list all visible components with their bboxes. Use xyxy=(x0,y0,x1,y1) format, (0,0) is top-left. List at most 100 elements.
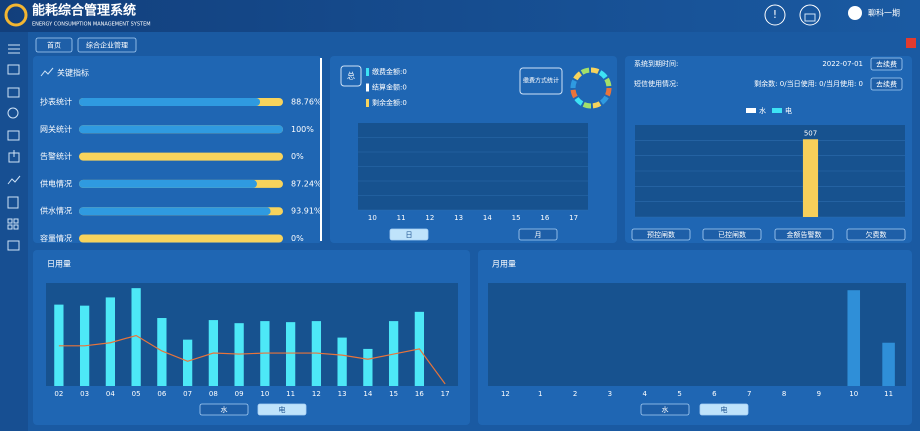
value-label: 93.91% xyxy=(291,207,322,216)
lock-icon[interactable] xyxy=(799,4,821,26)
logo xyxy=(4,3,28,27)
bar xyxy=(105,297,116,386)
button-label[interactable]: 日 xyxy=(406,231,413,239)
x-tick-label: 2 xyxy=(573,390,577,398)
bar xyxy=(363,348,373,386)
user-avatar[interactable] xyxy=(848,6,862,20)
user-name[interactable]: 聊科一期 xyxy=(868,8,900,18)
x-tick-label: 10 xyxy=(849,390,858,398)
donut-segment xyxy=(582,102,592,109)
x-tick-label: 13 xyxy=(338,390,347,398)
donut-segment xyxy=(598,70,608,79)
x-tick-label: 3 xyxy=(608,390,612,398)
button[interactable] xyxy=(640,403,690,416)
value-label: 507 xyxy=(804,129,817,137)
button[interactable] xyxy=(870,77,903,91)
x-tick-label: 11 xyxy=(286,390,295,398)
button[interactable] xyxy=(199,403,249,416)
button-label[interactable]: 综合企业管理 xyxy=(86,41,128,50)
alert-mark: ! xyxy=(773,8,777,21)
info-value: 2022-07-01 xyxy=(822,60,863,68)
button[interactable] xyxy=(699,403,749,416)
alert-icon[interactable] xyxy=(764,4,786,26)
donut-label: 缴费方式统计 xyxy=(523,77,559,85)
donut-segment xyxy=(590,67,600,74)
donut-segment xyxy=(570,79,577,89)
app-title: 能耗综合管理系统 xyxy=(32,3,136,19)
button-label[interactable]: 月 xyxy=(535,231,542,239)
x-tick-label: 10 xyxy=(260,390,269,398)
x-tick-label: 15 xyxy=(512,214,521,222)
button-label[interactable]: 水 xyxy=(662,405,669,414)
button-label[interactable]: 去续费 xyxy=(876,60,897,69)
panel-title: 关键指标 xyxy=(57,68,89,78)
donut-segment xyxy=(573,71,582,81)
info-label: 短信使用情况: xyxy=(634,79,678,88)
legend-swatch xyxy=(366,68,369,76)
button[interactable] xyxy=(846,228,906,241)
legend-label: 缴费金额:0 xyxy=(372,67,407,76)
row-label: 抄表统计 xyxy=(40,97,72,107)
x-tick-label: 12 xyxy=(425,214,434,222)
button[interactable] xyxy=(389,228,429,241)
button[interactable] xyxy=(774,228,834,241)
button[interactable] xyxy=(631,228,691,241)
value-label: 0% xyxy=(291,234,304,243)
donut-segment xyxy=(570,89,578,99)
button[interactable] xyxy=(518,228,558,241)
legend-label: 水 xyxy=(759,106,766,115)
button[interactable] xyxy=(870,57,903,71)
value-label: 100% xyxy=(291,125,314,134)
legend-swatch xyxy=(772,108,782,113)
progress-bar xyxy=(79,125,283,134)
donut-segment xyxy=(592,101,602,109)
button[interactable] xyxy=(702,228,762,241)
donut-segment xyxy=(604,77,612,87)
value-label: 0% xyxy=(291,152,304,161)
row-label: 告警统计 xyxy=(40,151,72,161)
legend-swatch xyxy=(746,108,756,113)
sidebar-icons[interactable] xyxy=(7,44,21,251)
x-tick-label: 4 xyxy=(643,390,648,398)
x-tick-label: 17 xyxy=(441,390,450,398)
button[interactable] xyxy=(257,403,307,416)
button-label[interactable]: 欠费数 xyxy=(866,230,887,239)
progress-bar xyxy=(79,179,257,188)
info-label: 系统到期时间: xyxy=(634,59,678,68)
x-tick-label: 11 xyxy=(884,390,893,398)
x-tick-label: 03 xyxy=(80,390,89,398)
donut-segment xyxy=(600,95,609,105)
plot-area xyxy=(488,283,906,386)
close-tabs[interactable] xyxy=(906,38,916,48)
x-tick-label: 04 xyxy=(106,390,115,398)
legend-label: 结算金额:0 xyxy=(372,83,407,92)
x-tick-label: 7 xyxy=(747,390,751,398)
x-tick-label: 10 xyxy=(368,214,377,222)
button-label[interactable]: 电 xyxy=(279,405,286,414)
x-tick-label: 08 xyxy=(209,390,218,398)
button-label[interactable]: 预控闸数 xyxy=(647,230,675,239)
x-tick-label: 14 xyxy=(483,214,492,222)
button-label[interactable]: 去续费 xyxy=(876,80,897,89)
panel-title: 日用量 xyxy=(47,260,71,269)
title-icon xyxy=(40,67,54,77)
row-label: 供电情况 xyxy=(40,178,72,188)
button-label[interactable]: 电 xyxy=(721,405,728,414)
button-label[interactable]: 水 xyxy=(221,405,228,414)
x-tick-label: 02 xyxy=(54,390,63,398)
total-box xyxy=(340,65,362,87)
lock-body xyxy=(804,13,816,22)
info-value: 剩余数: 0/当日使用: 0/当月使用: 0 xyxy=(754,79,863,88)
button-label[interactable]: 金额告警数 xyxy=(787,230,822,239)
panel-title: 月用量 xyxy=(492,260,516,269)
legend-swatch xyxy=(366,99,369,107)
legend-swatch xyxy=(366,83,369,92)
button-label[interactable]: 首页 xyxy=(47,41,61,50)
button[interactable] xyxy=(77,37,137,53)
progress-bar xyxy=(79,207,271,216)
progress-track xyxy=(79,152,283,161)
button[interactable] xyxy=(35,37,73,53)
bar xyxy=(882,342,895,386)
button-label[interactable]: 已控闸数 xyxy=(718,230,746,239)
